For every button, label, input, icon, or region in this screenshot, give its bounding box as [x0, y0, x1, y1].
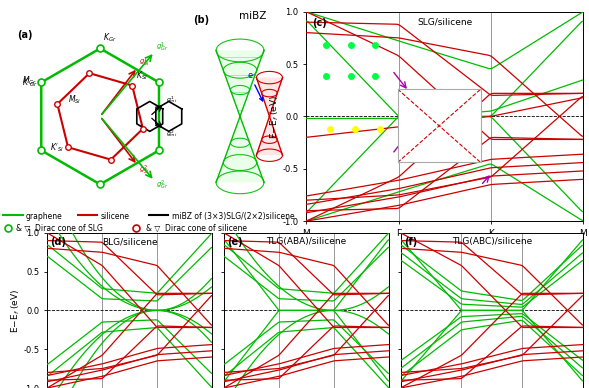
- Text: $K'_{Gr}$: $K'_{Gr}$: [22, 76, 38, 89]
- Text: $g^2_{Si}$: $g^2_{Si}$: [139, 163, 150, 177]
- Text: (a): (a): [17, 30, 33, 40]
- Text: (d): (d): [51, 237, 67, 248]
- Text: (c): (c): [312, 18, 326, 28]
- Text: $g^1_{mi}$: $g^1_{mi}$: [166, 94, 177, 105]
- Text: graphene: graphene: [26, 211, 62, 220]
- Polygon shape: [216, 50, 264, 116]
- Text: (f): (f): [404, 237, 418, 248]
- Text: SLG/silicene: SLG/silicene: [417, 18, 472, 27]
- Text: $g^2_{mi}$: $g^2_{mi}$: [166, 128, 177, 139]
- Text: BLG/silicene: BLG/silicene: [102, 237, 157, 246]
- Text: $M_{Gr}$: $M_{Gr}$: [22, 75, 38, 87]
- Text: & ▽  Dirac cone of SLG: & ▽ Dirac cone of SLG: [16, 224, 103, 233]
- Text: $g^1_{Si}$: $g^1_{Si}$: [139, 56, 150, 69]
- Text: miBZ of (3×3)SLG/(2×2)silicene: miBZ of (3×3)SLG/(2×2)silicene: [172, 211, 294, 220]
- Text: TLG(ABA)/silicene: TLG(ABA)/silicene: [266, 237, 346, 246]
- Text: TLG(ABC)/silicene: TLG(ABC)/silicene: [452, 237, 532, 246]
- Text: $K'_{Si}$: $K'_{Si}$: [50, 141, 65, 154]
- Text: (e): (e): [227, 237, 243, 248]
- Text: $K_{Gr}$: $K_{Gr}$: [103, 31, 117, 44]
- Y-axis label: E−E$_f$ (eV): E−E$_f$ (eV): [9, 288, 22, 333]
- Text: (b): (b): [193, 15, 210, 25]
- Y-axis label: E−E$_f$ (eV): E−E$_f$ (eV): [269, 94, 281, 139]
- Text: $K_{Si}$: $K_{Si}$: [135, 69, 147, 82]
- Polygon shape: [216, 116, 264, 182]
- Text: miBZ: miBZ: [239, 11, 266, 21]
- Text: e: e: [247, 71, 263, 101]
- Polygon shape: [256, 116, 283, 155]
- Text: $g^2_{Gr}$: $g^2_{Gr}$: [156, 179, 168, 192]
- Text: $M_{Si}$: $M_{Si}$: [68, 94, 81, 106]
- Text: silicene: silicene: [100, 211, 130, 220]
- Text: & ▽  Dirac cone of silicene: & ▽ Dirac cone of silicene: [146, 224, 247, 233]
- Polygon shape: [256, 78, 283, 116]
- Text: $g^1_{Gr}$: $g^1_{Gr}$: [156, 41, 168, 54]
